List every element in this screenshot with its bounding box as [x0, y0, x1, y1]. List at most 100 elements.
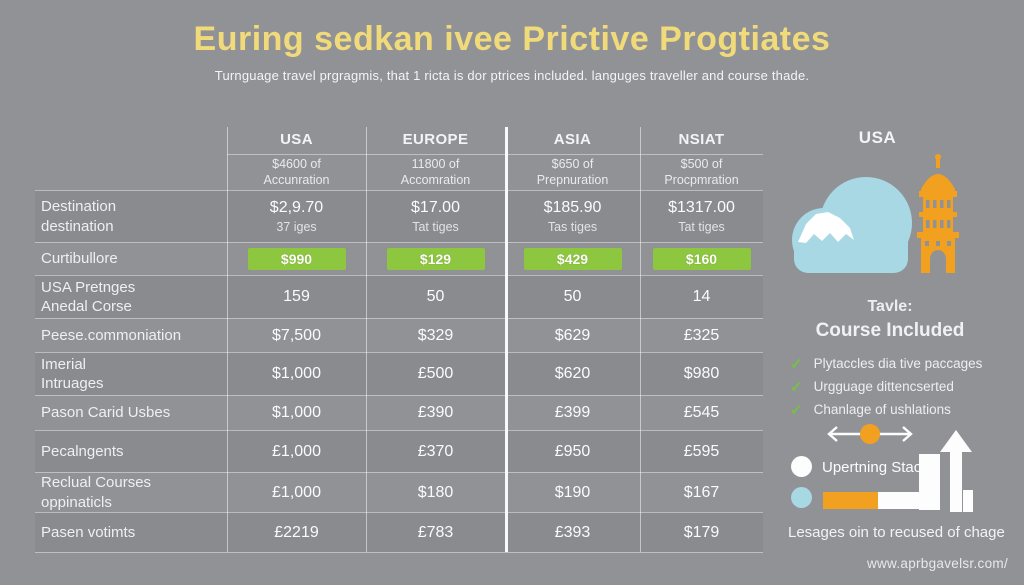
check-icon: ✓ — [790, 401, 803, 419]
table-row: Pasen votimts £2219 £783 £393 $179 — [35, 512, 763, 552]
cell-value: £545 — [683, 404, 720, 421]
table-cell: $7,500 — [227, 327, 366, 345]
cell-value: $1,000 — [272, 365, 321, 382]
column-subheader-nsiat: $500 of Procpmration — [640, 156, 763, 189]
cell-value: $2,9.70 — [269, 199, 324, 216]
row-label-line: Pason Carid Usbes — [41, 404, 171, 422]
row-label: Pason Carid Usbes — [35, 403, 227, 423]
cell-value: 50 — [426, 288, 445, 305]
column-divider — [366, 127, 367, 552]
row-label-line: Anedal Corse — [41, 298, 132, 315]
bar-tall-white — [919, 454, 940, 510]
row-label: Pasen votimts — [35, 523, 227, 543]
subheader-line: $500 of — [680, 156, 723, 171]
country-label: USA — [858, 128, 897, 147]
tower-icon — [917, 154, 959, 273]
subheader-line: Prepnuration — [536, 173, 609, 187]
checklist-item: ✓ Urgguage dittencserted — [790, 375, 982, 398]
cell-value: £595 — [683, 442, 720, 460]
price-badge: $129 — [386, 248, 485, 270]
cell-value: $17.00 — [411, 199, 460, 216]
table-cell: $160 — [640, 248, 763, 270]
checklist-label: Chanlage of ushlations — [813, 402, 951, 417]
row-label-line: Imerial — [41, 355, 87, 373]
table-row: Imerial Intruages $1,000 £500 $620 $980 — [35, 352, 763, 395]
price-badge: $990 — [247, 248, 346, 270]
table-cell: $185.90 Tas tiges — [505, 199, 640, 234]
cell-value: $190 — [554, 483, 591, 501]
cell-subvalue: 37 iges — [276, 220, 317, 234]
cell-value: £950 — [554, 442, 591, 460]
cell-value: $179 — [683, 523, 720, 541]
table-header-row: USA EUROPE ASIA NSIAT — [35, 125, 763, 154]
table-cell: $629 — [505, 327, 640, 345]
cell-value: £1,000 — [272, 442, 321, 460]
table-row: USA Pretnges Anedal Corse 159 50 50 14 — [35, 275, 763, 318]
table-cell: $980 — [640, 365, 763, 383]
footer-caption: Lesages oin to recused of chage — [788, 524, 1005, 541]
checklist-item: ✓ Chanlage of ushlations — [790, 398, 982, 421]
page-subtitle: Turnguage travel prgragmis, that 1 ricta… — [214, 68, 810, 83]
column-header-nsiat: NSIAT — [678, 131, 725, 148]
cell-value: $629 — [554, 326, 591, 344]
table-cell: £500 — [366, 365, 505, 383]
website-url: www.aprbgavelsr.com/ — [866, 556, 1008, 571]
cell-value: 50 — [563, 288, 582, 305]
column-subheader-europe: 11800 of Accomration — [366, 156, 505, 189]
bar-orange — [823, 492, 878, 509]
cell-subvalue: Tat tiges — [678, 220, 725, 234]
row-label-line: Pecalngents — [41, 442, 124, 460]
row-label: USA Pretnges Anedal Corse — [35, 278, 227, 317]
cell-value: 159 — [283, 288, 310, 305]
table-cell: £950 — [505, 443, 640, 461]
column-header-europe: EUROPE — [402, 131, 469, 148]
column-header-usa: USA — [280, 131, 313, 148]
table-cell: $167 — [640, 484, 763, 502]
table-cell: 50 — [505, 288, 640, 306]
column-subheader-asia: $650 of Prepnuration — [505, 156, 640, 189]
pricing-table: USA EUROPE ASIA NSIAT $4600 of Accunration 118… — [35, 125, 763, 553]
row-label-line: Destination — [41, 198, 117, 215]
table-cell: $17.00 Tat tiges — [366, 199, 505, 234]
table-cell: £595 — [640, 443, 763, 461]
checklist-label: Urgguage dittencserted — [813, 379, 954, 394]
row-label: Reclual Courses oppinaticls — [35, 473, 227, 512]
row-label: Pecalngents — [35, 442, 227, 462]
check-icon: ✓ — [790, 378, 803, 396]
table-row: Destination destination $2,9.70 37 iges $17.… — [35, 190, 763, 242]
table-cell: $329 — [366, 327, 505, 345]
table-row: Reclual Courses oppinaticls £1,000 $180 $190… — [35, 472, 763, 512]
table-cell: £2219 — [227, 524, 366, 542]
check-icon: ✓ — [790, 355, 803, 373]
column-divider — [640, 127, 641, 552]
cell-value: £399 — [554, 404, 591, 421]
table-cell: £390 — [366, 404, 505, 422]
cell-value: $1,000 — [272, 404, 321, 421]
cell-value: £2219 — [274, 523, 319, 541]
cell-value: £370 — [417, 442, 454, 460]
table-cell: $990 — [227, 248, 366, 270]
table-row: Curtibullore $990 $129 $429 $160 — [35, 242, 763, 275]
row-label-line: oppinaticls — [41, 493, 112, 511]
cell-value: £393 — [554, 523, 591, 541]
column-divider — [227, 127, 228, 552]
table-row: Pason Carid Usbes $1,000 £390 £399 £545 — [35, 395, 763, 430]
subheader-line: Accunration — [263, 173, 330, 187]
subheader-line: 11800 of — [411, 156, 460, 171]
row-label-line: destination — [41, 217, 114, 235]
cell-value: £783 — [417, 523, 454, 541]
row-label: Destination destination — [35, 197, 227, 236]
row-label-line: Reclual Courses — [41, 474, 152, 491]
panel-title-line1: Tavle: — [867, 298, 913, 315]
column-subheader-usa: $4600 of Accunration — [227, 156, 366, 189]
course-checklist: ✓ Plytaccles dia tive paccages ✓ Urgguage d… — [790, 352, 982, 421]
table-cell: £370 — [366, 443, 505, 461]
cell-value: $980 — [683, 365, 720, 382]
panel-title-line2: Course Included — [815, 320, 965, 341]
legend-dot-white — [791, 456, 812, 477]
row-label-line: USA Pretnges — [41, 278, 136, 296]
cell-value: £390 — [417, 404, 454, 421]
cell-value: $1317.00 — [668, 199, 735, 216]
table-cell: $620 — [505, 365, 640, 383]
table-cell: $190 — [505, 484, 640, 502]
